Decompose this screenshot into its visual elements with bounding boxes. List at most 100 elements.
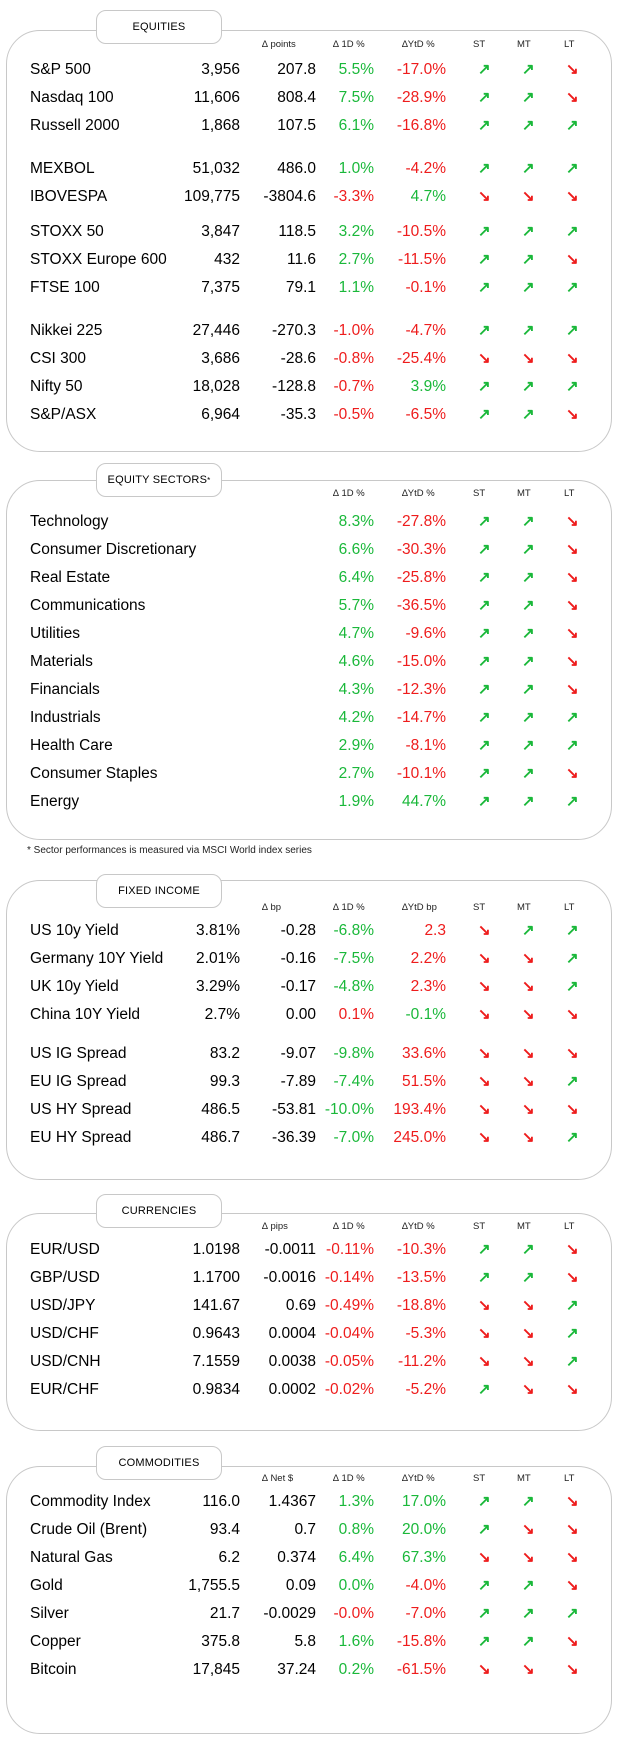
column-header-delta: ∆ Net $ [262, 1473, 294, 1484]
ytd-change: 245.0% [393, 1129, 446, 1146]
st-trend-down-right-arrow-icon: ↘ [478, 1549, 491, 1566]
one-day-change: 5.7% [338, 597, 374, 614]
ytd-change: 3.9% [410, 378, 446, 395]
ytd-change: -5.3% [405, 1325, 447, 1342]
st-trend-up-right-arrow-icon: ↗ [478, 89, 491, 106]
table-row: US HY Spread 486.5 -53.81 -10.0% 193.4% ↘ ↘ ↘ [0, 1096, 619, 1124]
row-name: Consumer Staples [30, 765, 158, 782]
ytd-change: 4.7% [410, 188, 446, 205]
lt-trend-up-right-arrow-icon: ↗ [566, 117, 579, 134]
mt-trend-down-right-arrow-icon: ↘ [522, 1101, 535, 1118]
row-name: US 10y Yield [30, 922, 119, 939]
ytd-change: 67.3% [402, 1549, 446, 1566]
level-value: 486.7 [201, 1129, 240, 1146]
one-day-change: 1.9% [338, 793, 374, 810]
change-value: -0.28 [280, 922, 316, 939]
row-name: GBP/USD [30, 1269, 100, 1286]
change-value: 1.4367 [268, 1493, 316, 1510]
level-value: 11,606 [193, 89, 240, 106]
table-row: China 10Y Yield 2.7% 0.00 0.1% -0.1% ↘ ↘ ↘ [0, 1001, 619, 1029]
row-name: EUR/USD [30, 1241, 100, 1258]
one-day-change: 0.0% [338, 1577, 374, 1594]
mt-trend-down-right-arrow-icon: ↘ [522, 1073, 535, 1090]
st-trend-up-right-arrow-icon: ↗ [478, 737, 491, 754]
section-title: EQUITIES [132, 21, 186, 33]
level-value: 3.81% [196, 922, 240, 939]
column-header-ytd: ∆YtD % [402, 1473, 435, 1484]
mt-trend-down-right-arrow-icon: ↘ [522, 1661, 535, 1678]
st-trend-up-right-arrow-icon: ↗ [478, 223, 491, 240]
row-name: USD/CNH [30, 1353, 101, 1370]
st-trend-down-right-arrow-icon: ↘ [478, 1006, 491, 1023]
table-row: US IG Spread 83.2 -9.07 -9.8% 33.6% ↘ ↘ ↘ [0, 1040, 619, 1068]
st-trend-up-right-arrow-icon: ↗ [478, 513, 491, 530]
row-name: Crude Oil (Brent) [30, 1521, 148, 1538]
change-value: 486.0 [277, 160, 316, 177]
mt-trend-down-right-arrow-icon: ↘ [522, 1325, 535, 1342]
one-day-change: 8.3% [338, 513, 374, 530]
row-name: STOXX Europe 600 [30, 251, 167, 268]
level-value: 6.2 [218, 1549, 240, 1566]
change-value: 0.69 [285, 1297, 316, 1314]
row-name: China 10Y Yield [30, 1006, 141, 1023]
ytd-change: -61.5% [396, 1661, 446, 1678]
ytd-change: -4.0% [405, 1577, 447, 1594]
ytd-change: -14.7% [396, 709, 446, 726]
st-trend-up-right-arrow-icon: ↗ [478, 1577, 491, 1594]
one-day-change: 4.3% [338, 681, 374, 698]
st-trend-down-right-arrow-icon: ↘ [478, 978, 491, 995]
mt-trend-up-right-arrow-icon: ↗ [522, 1269, 535, 1286]
level-value: 1,868 [201, 117, 240, 134]
lt-trend-down-right-arrow-icon: ↘ [566, 1661, 579, 1678]
one-day-change: 1.6% [338, 1633, 374, 1650]
change-value: -35.3 [280, 406, 316, 423]
one-day-change: -7.4% [333, 1073, 375, 1090]
ytd-change: -8.1% [405, 737, 447, 754]
lt-trend-down-right-arrow-icon: ↘ [566, 1493, 579, 1510]
change-value: -9.07 [280, 1045, 316, 1062]
ytd-change: -36.5% [396, 597, 446, 614]
ytd-change: -9.6% [405, 625, 447, 642]
level-value: 51,032 [192, 160, 240, 177]
ytd-change: 17.0% [402, 1493, 446, 1510]
change-value: -0.17 [280, 978, 316, 995]
ytd-change: -11.5% [398, 251, 446, 268]
mt-trend-up-right-arrow-icon: ↗ [522, 1577, 535, 1594]
column-header-d1: ∆ 1D % [333, 488, 365, 499]
table-row: FTSE 100 7,375 79.1 1.1% -0.1% ↗ ↗ ↗ [0, 274, 619, 302]
one-day-change: -0.7% [333, 378, 375, 395]
st-trend-up-right-arrow-icon: ↗ [478, 541, 491, 558]
one-day-change: 5.5% [338, 61, 374, 78]
level-value: 1.1700 [192, 1269, 240, 1286]
level-value: 3,956 [201, 61, 240, 78]
row-name: Nifty 50 [30, 378, 83, 395]
row-name: FTSE 100 [30, 279, 100, 296]
ytd-change: -15.8% [396, 1633, 446, 1650]
ytd-change: -4.2% [405, 160, 447, 177]
column-header-st: ST [473, 1221, 486, 1232]
st-trend-down-right-arrow-icon: ↘ [478, 1325, 491, 1342]
lt-trend-up-right-arrow-icon: ↗ [566, 922, 579, 939]
lt-trend-down-right-arrow-icon: ↘ [566, 1269, 579, 1286]
row-name: USD/JPY [30, 1297, 96, 1314]
row-name: Technology [30, 513, 109, 530]
mt-trend-down-right-arrow-icon: ↘ [522, 978, 535, 995]
change-value: 107.5 [277, 117, 316, 134]
st-trend-down-right-arrow-icon: ↘ [478, 1353, 491, 1370]
one-day-change: -1.0% [333, 322, 375, 339]
one-day-change: 6.1% [338, 117, 374, 134]
lt-trend-up-right-arrow-icon: ↗ [566, 1129, 579, 1146]
column-header-ytd: ∆YtD % [402, 1221, 435, 1232]
change-value: 5.8 [294, 1633, 316, 1650]
ytd-change: 20.0% [402, 1521, 446, 1538]
ytd-change: 44.7% [402, 793, 446, 810]
row-name: Germany 10Y Yield [30, 950, 164, 967]
section-commodities-panel [6, 1466, 612, 1734]
lt-trend-down-right-arrow-icon: ↘ [566, 406, 579, 423]
table-row: S&P 500 3,956 207.8 5.5% -17.0% ↗ ↗ ↘ [0, 56, 619, 84]
mt-trend-up-right-arrow-icon: ↗ [522, 1633, 535, 1650]
mt-trend-down-right-arrow-icon: ↘ [522, 1549, 535, 1566]
one-day-change: -0.49% [324, 1297, 374, 1314]
row-name: EU HY Spread [30, 1129, 132, 1146]
table-row: Utilities 4.7% -9.6% ↗ ↗ ↘ [0, 620, 619, 648]
